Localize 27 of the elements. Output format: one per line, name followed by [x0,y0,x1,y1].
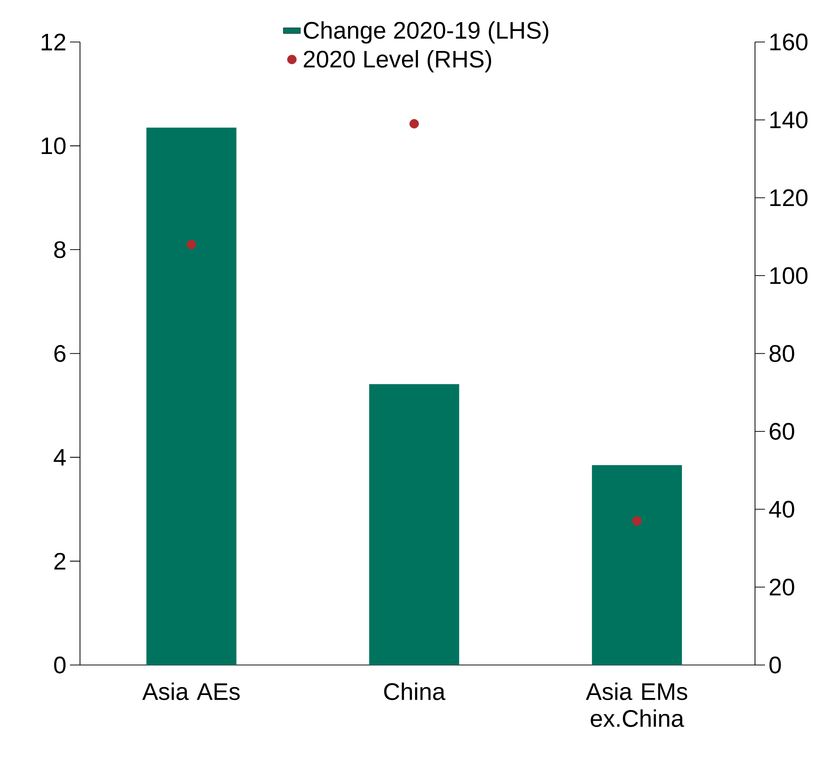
x-tick-label: Asia AEs [142,682,240,700]
legend-label: 2020 Level (RHS) [304,50,492,72]
y2-tick-label: 40 [769,500,794,518]
y-tick-label: 8 [54,241,66,258]
point [632,516,642,526]
y2-tick-label: 20 [770,578,794,596]
legend-label: Change 2020-19 (LHS) [304,21,548,44]
y-tick-label: 4 [54,449,66,466]
bar [592,465,682,665]
x-tick-label: Asia EMs ex.China [586,682,688,727]
y2-tick-label: 60 [770,422,794,440]
point [409,119,419,128]
y-tick-label: 10 [42,137,66,154]
y-tick-label: 0 [54,656,66,674]
y2-tick-label: 100 [770,267,808,284]
y-tick-label: 2 [54,552,66,570]
y-tick-label: 6 [54,345,66,362]
y-tick-label: 12 [42,34,66,50]
bar [146,128,236,665]
y2-tick-label: 120 [770,189,808,206]
bar [369,384,460,665]
y2-tick-label: 0 [769,656,781,674]
y2-tick-label: 140 [770,111,808,128]
x-tick-label: China [384,682,446,700]
point [186,240,196,250]
y2-tick-label: 160 [770,34,808,50]
y2-tick-label: 80 [770,345,794,362]
